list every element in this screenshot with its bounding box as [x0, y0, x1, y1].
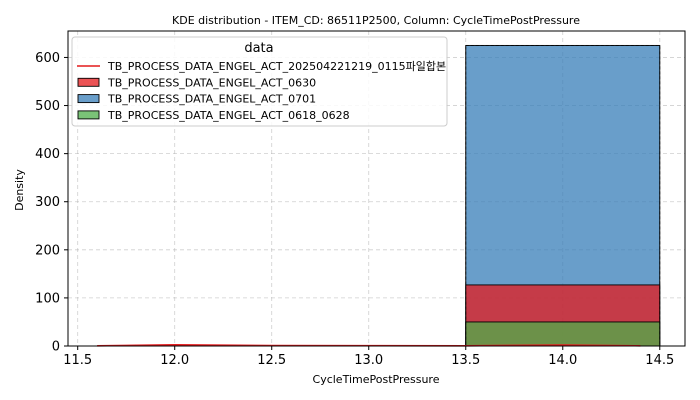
x-tick-label: 11.5	[63, 353, 92, 368]
y-tick-label: 200	[35, 243, 60, 258]
x-tick-label: 13.0	[354, 353, 383, 368]
y-tick-label: 500	[35, 99, 60, 114]
legend-label: TB_PROCESS_DATA_ENGEL_ACT_0701	[107, 93, 316, 106]
x-tick-label: 14.0	[548, 353, 577, 368]
legend-label: TB_PROCESS_DATA_ENGEL_ACT_0630	[107, 76, 316, 89]
legend-label: TB_PROCESS_DATA_ENGEL_ACT_202504221219_0…	[107, 59, 446, 73]
x-tick-label: 12.5	[257, 353, 286, 368]
legend-box	[71, 36, 448, 127]
y-tick-label: 600	[35, 51, 60, 66]
legend-patch-swatch	[77, 110, 100, 120]
x-axis-title: CycleTimePostPressure	[313, 373, 440, 386]
y-axis-title: Density	[13, 169, 26, 211]
legend: data TB_PROCESS_DATA_ENGEL_ACT_2025042212…	[71, 36, 448, 127]
y-tick-label: 300	[35, 195, 60, 210]
legend-title: data	[244, 41, 273, 56]
x-tick-label: 12.0	[160, 353, 189, 368]
y-tick-label: 0	[52, 340, 60, 355]
axes-frame	[67, 30, 686, 347]
y-tick-label: 100	[35, 291, 60, 306]
legend-patch-swatch	[77, 77, 100, 87]
y-tick-label: 400	[35, 147, 60, 162]
bar	[465, 321, 661, 347]
legend-label: TB_PROCESS_DATA_ENGEL_ACT_0618_0628	[107, 109, 350, 122]
legend-patch-swatch	[77, 94, 100, 104]
chart-title: KDE distribution - ITEM_CD: 86511P2500, …	[172, 14, 580, 27]
x-tick-label: 14.5	[645, 353, 674, 368]
x-tick-label: 13.5	[451, 353, 480, 368]
